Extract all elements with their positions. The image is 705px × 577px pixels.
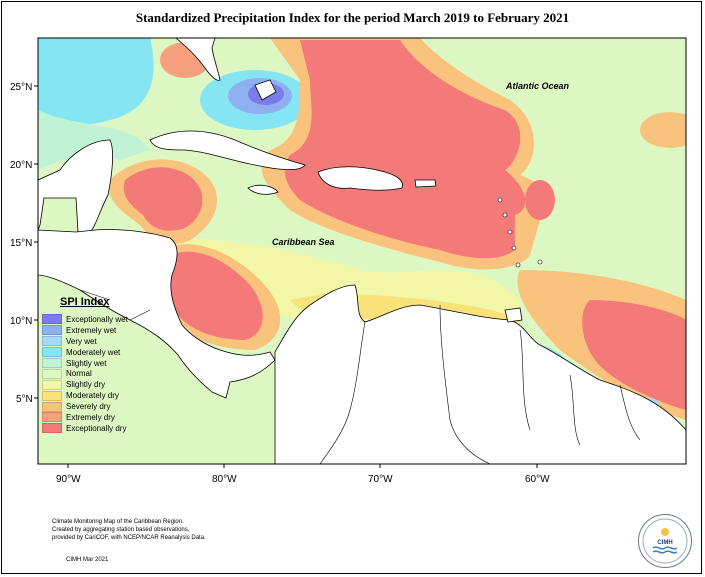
legend-item: Normal: [42, 368, 182, 379]
legend-swatch: [42, 412, 62, 423]
credit-line: provided by CariCOF, with NCEP/NCAR Rean…: [52, 535, 206, 541]
island: [507, 229, 513, 235]
cimh-logo: CIMH: [638, 514, 692, 568]
border-guyana-suriname: [569, 374, 581, 446]
florida: [175, 38, 221, 81]
exceptional-dry-antilles: [284, 40, 526, 259]
legend-label: Extremely dry: [66, 412, 115, 422]
legend-label: Moderately dry: [66, 391, 119, 401]
credit-line: Climate Monitoring Map of the Caribbean …: [52, 519, 184, 525]
border-suriname-guiana: [619, 384, 641, 441]
legend-swatch: [42, 390, 62, 401]
logo-text: CIMH: [657, 540, 672, 546]
island: [537, 259, 543, 265]
slightly-wet-gulf: [38, 110, 150, 170]
spi-legend: SPI Index Exceptionally wet Extremely wet…: [42, 296, 182, 434]
bahamas-island: [254, 79, 277, 101]
legend-item: Extremely wet: [42, 325, 182, 336]
legend-label: Exceptionally wet: [66, 314, 128, 324]
island: [515, 262, 521, 268]
lat-labels: 25°N 20°N 15°N 10°N 5°N: [10, 82, 33, 405]
legend-label: Very wet: [66, 336, 97, 346]
legend-item: Exceptionally dry: [42, 423, 182, 434]
logo-ring: [642, 518, 688, 564]
cuba: [149, 130, 306, 171]
wave-icon: [652, 546, 678, 550]
legend-swatch: [42, 368, 62, 379]
wet-gulf: [38, 38, 154, 125]
legend-swatch: [42, 401, 62, 412]
sun-icon: [661, 528, 669, 536]
legend-swatch: [42, 314, 62, 325]
border-venezuela-guyana: [519, 329, 531, 431]
dry-lesser-antilles-patch: [525, 180, 555, 220]
land: [38, 38, 686, 464]
dry-honduras: [163, 251, 263, 340]
lesser-antilles: [497, 197, 543, 268]
dry-yucatan: [123, 167, 203, 231]
island: [502, 212, 508, 218]
wave-icon: [652, 550, 678, 554]
lon-label: 70°W: [368, 474, 393, 485]
puerto-rico: [414, 179, 437, 188]
border-ca2: [129, 309, 151, 321]
map-title: Standardized Precipitation Index for the…: [135, 10, 570, 25]
trinidad: [504, 307, 523, 323]
legend-label: Severely dry: [66, 402, 111, 412]
legend-item: Moderately wet: [42, 347, 182, 358]
lat-label: 20°N: [10, 160, 32, 171]
lon-label: 60°W: [525, 474, 550, 485]
legend-swatch: [42, 325, 62, 336]
logo-graphic: CIMH: [642, 518, 688, 564]
legend-swatch: [42, 347, 62, 358]
legend-item: Slightly dry: [42, 379, 182, 390]
south-america: [274, 284, 686, 464]
lat-label: 10°N: [10, 316, 32, 327]
legend-label: Normal: [66, 369, 92, 379]
legend-item: Severely dry: [42, 401, 182, 412]
legend-label: Exceptionally dry: [66, 423, 127, 433]
hispaniola: [317, 166, 403, 191]
dry-east-patch: [640, 112, 686, 148]
legend-label: Slightly wet: [66, 358, 107, 368]
lat-label: 5°N: [16, 394, 33, 405]
credit-date: CIMH Mar 2021: [66, 557, 109, 563]
axis-ticks: [34, 85, 538, 468]
map-border: [37, 37, 687, 465]
border-colombia-venezuela: [319, 321, 366, 464]
border-venezuela-brazil: [439, 304, 491, 464]
legend-item: Very wet: [42, 336, 182, 347]
borders: [79, 289, 641, 464]
legend-swatch: [42, 336, 62, 347]
lat-label: 25°N: [10, 82, 32, 93]
legend-item: Exceptionally wet: [42, 314, 182, 325]
legend-label: Extremely wet: [66, 325, 117, 335]
legend-item: Slightly wet: [42, 358, 182, 369]
lat-label: 15°N: [10, 238, 32, 249]
lon-label: 90°W: [56, 474, 81, 485]
spi-field: [38, 38, 686, 464]
caribbean-sea-label: Caribbean Sea: [272, 237, 335, 247]
legend-item: Moderately dry: [42, 390, 182, 401]
legend-label: Slightly dry: [66, 380, 106, 390]
legend-swatch: [42, 423, 62, 434]
credit-line: Created by aggregating station based obs…: [52, 527, 190, 533]
lon-labels: 90°W 80°W 70°W 60°W: [56, 474, 550, 485]
credit-text: Climate Monitoring Map of the Caribbean …: [52, 518, 232, 542]
legend-title: SPI Index: [60, 296, 110, 308]
border-ca1: [79, 289, 111, 301]
island: [511, 245, 517, 251]
central-america: [38, 229, 276, 399]
legend-item: Extremely dry: [42, 412, 182, 423]
atlantic-ocean-label: Atlantic Ocean: [505, 81, 570, 91]
legend-label: Moderately wet: [66, 347, 121, 357]
jamaica: [247, 184, 279, 195]
legend-rows: Exceptionally wet Extremely wet Very wet Mo…: [42, 314, 182, 434]
island: [497, 197, 503, 203]
lon-label: 80°W: [212, 474, 237, 485]
dry-se-atlantic: [582, 300, 686, 410]
legend-swatch: [42, 379, 62, 390]
legend-swatch: [42, 358, 62, 368]
